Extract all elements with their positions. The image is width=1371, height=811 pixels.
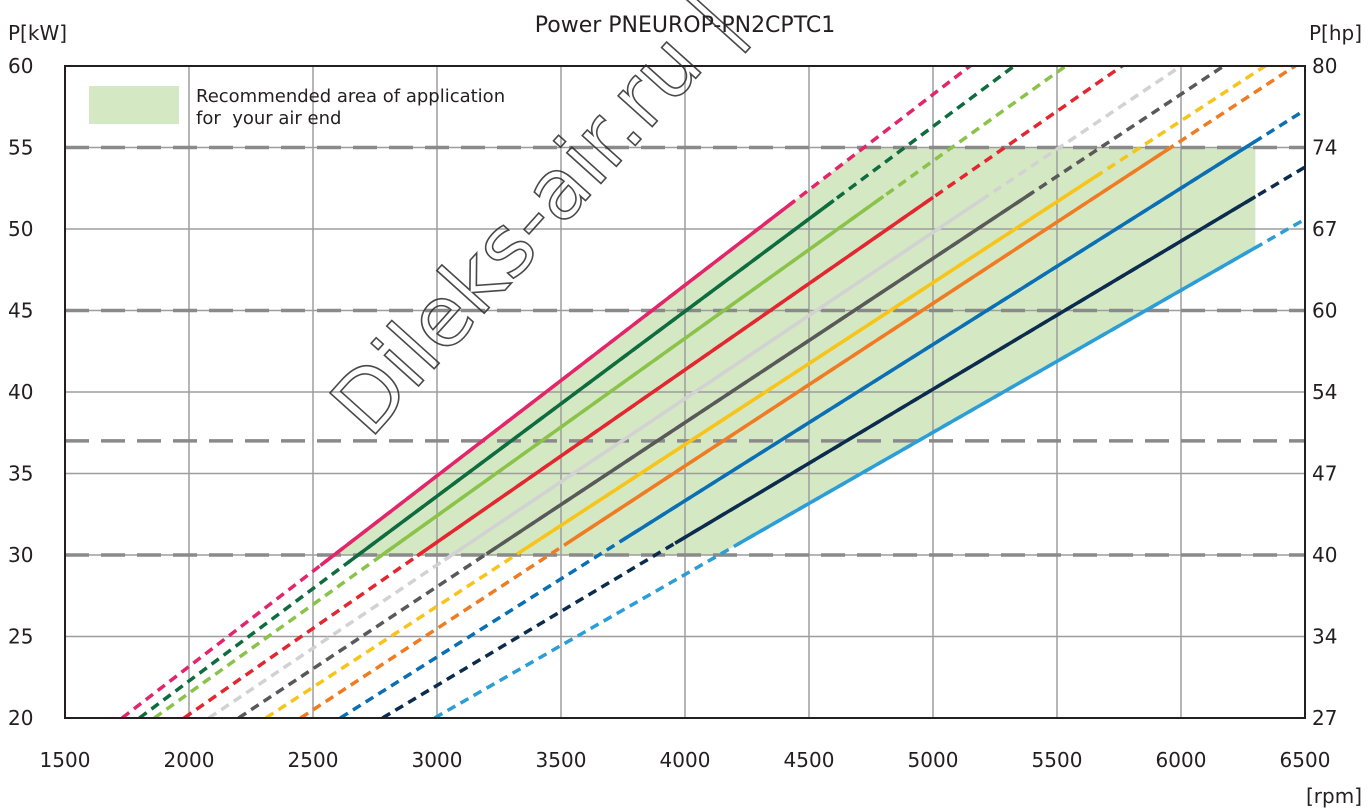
- x-tick-label-2500: 2500: [288, 748, 339, 772]
- series-5-dashed-line: [207, 66, 1185, 718]
- series-5: [207, 66, 1185, 718]
- series-3: [153, 66, 1069, 718]
- y-left-tick-label-45: 45: [8, 299, 33, 323]
- y-right-tick-label-60: 60: [1312, 299, 1337, 323]
- x-axis-unit: [rpm]: [1306, 784, 1362, 808]
- x-tick-label-4500: 4500: [784, 748, 835, 772]
- series-6: [237, 66, 1227, 718]
- x-tick-label-6500: 6500: [1280, 748, 1331, 772]
- y-left-tick-label-25: 25: [8, 625, 33, 649]
- series-4-solid-line: [416, 195, 934, 558]
- tick-labels-layer: 1500 2000 2500 3000 3500 4000 4500 5000 5500 6000…: [8, 54, 1337, 772]
- series-9-solid-line: [619, 139, 1257, 543]
- series-4: [183, 66, 1126, 718]
- y-left-tick-label-60: 60: [8, 54, 33, 78]
- series-8: [299, 66, 1299, 718]
- series-6-dashed-line: [237, 66, 1227, 718]
- y-right-tick-label-80: 80: [1312, 54, 1337, 78]
- y-left-tick-label-20: 20: [8, 706, 33, 730]
- y-left-tick-label-35: 35: [8, 462, 33, 486]
- series-9: [339, 108, 1305, 718]
- x-tick-label-1500: 1500: [40, 748, 91, 772]
- y-left-tick-label-55: 55: [8, 136, 33, 160]
- x-tick-label-5500: 5500: [1032, 748, 1083, 772]
- legend: Recommended area of application for your…: [89, 86, 505, 129]
- series-2: [138, 66, 1018, 718]
- y-right-tick-label-34: 34: [1312, 625, 1337, 649]
- x-tick-label-2000: 2000: [164, 748, 215, 772]
- series-7: [264, 66, 1269, 718]
- y-left-tick-label-40: 40: [8, 380, 33, 404]
- y-right-tick-label-54: 54: [1312, 380, 1337, 404]
- y-axis-right-unit: P[hp]: [1309, 21, 1362, 45]
- y-right-tick-label-67: 67: [1312, 217, 1337, 241]
- series-10-solid-line: [674, 195, 1257, 545]
- y-right-tick-label-74: 74: [1312, 136, 1337, 160]
- series-8-solid-line: [569, 144, 1175, 543]
- legend-label-line-1: Recommended area of application: [196, 86, 505, 107]
- series-3-solid-line: [378, 195, 885, 558]
- plot-frame: [64, 65, 1306, 719]
- series-11: [433, 217, 1305, 718]
- legend-swatch: [89, 86, 179, 124]
- x-tick-label-6000: 6000: [1156, 748, 1207, 772]
- series-11-solid-line: [736, 246, 1257, 547]
- y-left-tick-label-30: 30: [8, 543, 33, 567]
- series-7-solid-line: [520, 171, 1103, 553]
- series-6-solid-line: [485, 191, 1034, 556]
- series-1-solid-line: [319, 199, 796, 567]
- series-1-dashed-line: [120, 66, 973, 718]
- series-10: [381, 165, 1305, 718]
- legend-label-line-2: for your air end: [196, 108, 341, 129]
- y-right-tick-label-40: 40: [1312, 543, 1337, 567]
- series-2-solid-line: [346, 199, 835, 565]
- x-tick-label-5000: 5000: [908, 748, 959, 772]
- y-axis-left-unit: P[kW]: [8, 21, 67, 45]
- series-5-solid-line: [443, 197, 984, 562]
- y-left-tick-label-50: 50: [8, 217, 33, 241]
- series-1: [120, 66, 973, 718]
- series-layer: [120, 66, 1305, 718]
- x-tick-label-3000: 3000: [412, 748, 463, 772]
- chart-title: Power PNEUROP-PN2CPTC1: [535, 13, 835, 38]
- x-tick-label-3500: 3500: [536, 748, 587, 772]
- y-right-tick-label-47: 47: [1312, 462, 1337, 486]
- y-right-tick-label-27: 27: [1312, 706, 1337, 730]
- x-tick-label-4000: 4000: [660, 748, 711, 772]
